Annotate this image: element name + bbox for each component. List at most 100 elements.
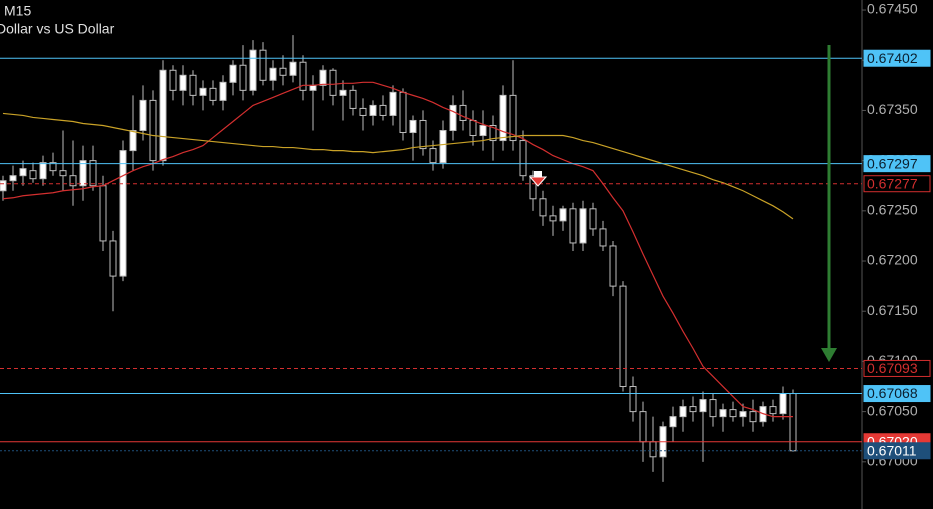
- level-label: 0.67277: [867, 175, 918, 191]
- candle-body: [779, 393, 787, 415]
- candle-body: [269, 67, 277, 81]
- candle-body: [79, 160, 87, 187]
- candle-body: [189, 74, 197, 96]
- y-tick-label: 0.67450: [867, 1, 918, 17]
- candle-body: [479, 124, 487, 137]
- signal-arrow-stem: [534, 171, 542, 177]
- plot-layer: [0, 35, 797, 482]
- candle-body: [469, 119, 477, 137]
- moving-average-line: [2, 81, 793, 418]
- candle-body: [389, 91, 397, 116]
- candle-body: [19, 168, 27, 177]
- y-tick-label: 0.67050: [867, 402, 918, 418]
- candle-body: [159, 69, 167, 162]
- candle-body: [149, 99, 157, 162]
- candle-body: [199, 87, 207, 96]
- candle-body: [399, 91, 407, 134]
- candle-body: [599, 228, 607, 247]
- candle-body: [49, 162, 57, 172]
- candle-body: [209, 87, 217, 101]
- trend-arrow: [821, 45, 837, 362]
- level-label: 0.67093: [867, 360, 918, 376]
- candle-body: [279, 67, 287, 76]
- candle-body: [519, 140, 527, 177]
- candle-body: [549, 215, 557, 222]
- candle-body: [59, 170, 67, 177]
- candle-body: [69, 175, 77, 187]
- candle-body: [99, 185, 107, 242]
- candle-body: [229, 64, 237, 83]
- candle-body: [339, 89, 347, 96]
- candle-body: [529, 175, 537, 200]
- candle-body: [639, 411, 647, 443]
- candle-body: [319, 69, 327, 86]
- level-label: 0.67068: [867, 385, 918, 401]
- candle-body: [709, 399, 717, 418]
- signal-arrow-head: [528, 176, 548, 187]
- level-label-box: [863, 49, 931, 67]
- candle-body: [729, 409, 737, 418]
- candle-body: [559, 208, 567, 222]
- level-label-box: [863, 359, 931, 377]
- candle-body: [649, 441, 657, 458]
- candle-body: [419, 119, 427, 150]
- y-tick-label: 0.67150: [867, 302, 918, 318]
- candle-body: [509, 94, 517, 142]
- level-label-box: [863, 442, 931, 460]
- candle-body: [249, 49, 257, 91]
- chart-subtitle: Dollar vs US Dollar: [0, 21, 115, 37]
- candle-body: [429, 148, 437, 164]
- candle-body: [679, 406, 687, 418]
- candle-body: [439, 130, 447, 164]
- y-tick-label: 0.67250: [867, 202, 918, 218]
- level-label-box: [863, 155, 931, 173]
- candle-body: [699, 399, 707, 413]
- candle-body: [129, 130, 137, 152]
- candle-body: [359, 107, 367, 116]
- level-label: 0.67011: [867, 442, 917, 458]
- candle-body: [689, 406, 697, 413]
- candle-body: [669, 416, 677, 428]
- candle-body: [29, 170, 37, 180]
- candle-body: [39, 162, 47, 180]
- candle-body: [179, 74, 187, 91]
- candle-body: [739, 411, 747, 418]
- candle-body: [329, 69, 337, 96]
- candle-body: [409, 119, 417, 134]
- candle-body: [539, 198, 547, 217]
- candle-body: [139, 99, 147, 132]
- candle-body: [449, 104, 457, 132]
- candle-body: [169, 69, 177, 91]
- candle-body: [769, 406, 777, 415]
- candle-body: [9, 175, 17, 182]
- candle-body: [89, 160, 97, 187]
- y-tick-label: 0.67350: [867, 101, 918, 117]
- candle-body: [299, 61, 307, 91]
- candle-body: [309, 84, 317, 91]
- candle-body: [579, 208, 587, 244]
- moving-average-line: [2, 112, 794, 220]
- candle-body: [629, 386, 637, 413]
- candle-body: [349, 89, 357, 109]
- chart-title: M15: [4, 3, 31, 19]
- candle-body: [289, 61, 297, 76]
- candle-body: [719, 409, 727, 418]
- level-label: 0.67297: [867, 155, 918, 171]
- candle-body: [569, 208, 577, 244]
- candle-body: [499, 94, 507, 142]
- candle-body: [109, 240, 117, 277]
- candle-body: [219, 81, 227, 101]
- candle-body: [259, 49, 267, 81]
- candle-body: [619, 285, 627, 388]
- level-label-box: [863, 385, 931, 403]
- candle-body: [589, 208, 597, 230]
- candle-body: [749, 411, 757, 423]
- trend-arrow-head: [821, 348, 837, 362]
- candle-body: [239, 64, 247, 91]
- candle-body: [489, 124, 497, 142]
- candle-body: [459, 104, 467, 121]
- candle-body: [119, 150, 127, 277]
